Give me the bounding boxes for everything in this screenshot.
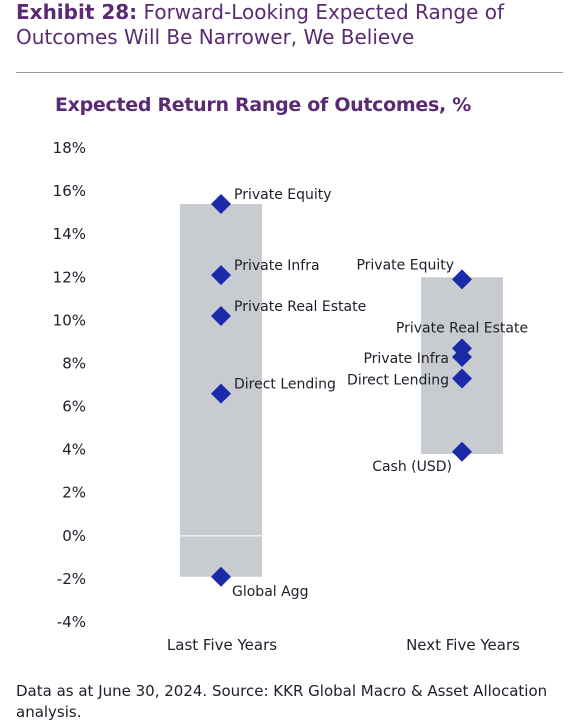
y-tick-label: 14% <box>53 225 86 243</box>
y-tick-label: 12% <box>53 268 86 286</box>
point-marker <box>452 441 472 462</box>
point-label: Private Real Estate <box>234 299 366 315</box>
y-tick-label: 8% <box>62 354 86 372</box>
exhibit-number: Exhibit 28: <box>16 0 138 24</box>
exhibit-heading: Exhibit 28: Forward-Looking Expected Ran… <box>16 0 571 50</box>
y-tick-label: 4% <box>62 441 86 459</box>
range-bars <box>180 204 503 577</box>
x-category-label: Last Five Years <box>167 636 277 654</box>
point-label: Global Agg <box>232 584 308 600</box>
point-label: Private Infra <box>234 258 320 274</box>
x-axis-categories: Last Five Years Next Five Years <box>167 636 520 654</box>
point-label: Private Equity <box>234 187 332 203</box>
point-label: Private Real Estate <box>396 320 528 336</box>
point-marker <box>452 346 472 367</box>
point-label: Direct Lending <box>347 373 449 389</box>
y-tick-label: 10% <box>53 311 86 329</box>
point-marker <box>211 383 231 404</box>
header-divider <box>16 72 563 73</box>
point-marker <box>211 306 231 327</box>
point-label: Cash (USD) <box>372 459 452 475</box>
point-marker <box>452 269 472 290</box>
point-label: Private Equity <box>356 257 454 273</box>
y-tick-label: -2% <box>57 570 86 588</box>
y-tick-label: 16% <box>53 182 86 200</box>
point-label: Direct Lending <box>234 377 336 393</box>
point-labels: Private Equity Private Infra Private Real … <box>232 187 528 600</box>
point-label: Private Infra <box>363 351 449 367</box>
x-category-label: Next Five Years <box>406 636 520 654</box>
point-marker <box>452 368 472 389</box>
y-tick-label: 6% <box>62 398 86 416</box>
y-axis-ticks: 18% 16% 14% 12% 10% 8% 6% 4% 2% 0% -2% -4% <box>53 139 86 631</box>
footnote: Data as at June 30, 2024. Source: KKR Gl… <box>16 682 548 721</box>
chart-title: Expected Return Range of Outcomes, % <box>55 94 471 116</box>
y-tick-label: 0% <box>62 527 86 545</box>
point-marker <box>211 265 231 286</box>
y-tick-label: 18% <box>53 139 86 157</box>
point-marker <box>211 566 231 587</box>
y-tick-label: 2% <box>62 484 86 502</box>
exhibit-title: Forward-Looking Expected Range of Outcom… <box>16 0 505 49</box>
y-tick-label: -4% <box>57 613 86 631</box>
data-points <box>211 194 472 587</box>
point-marker <box>211 194 231 215</box>
